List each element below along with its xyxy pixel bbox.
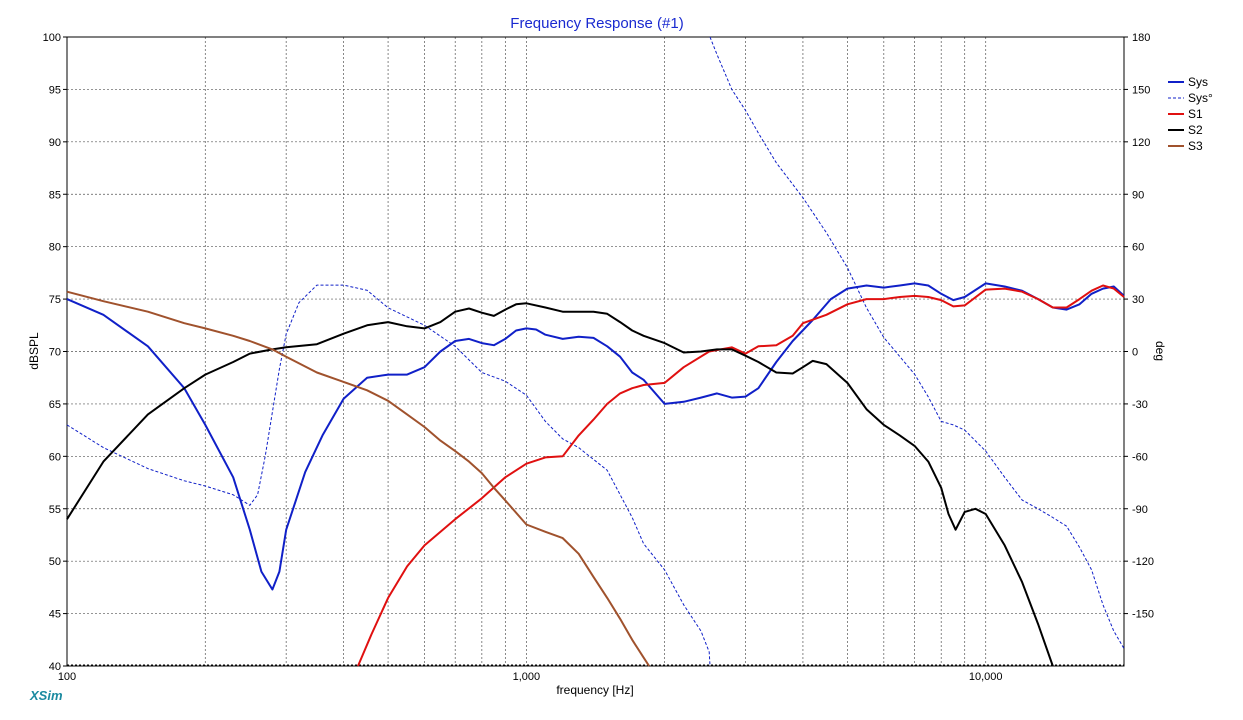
xsim-logo: XSim	[29, 688, 63, 703]
legend-label-2: S1	[1188, 107, 1203, 121]
y-tick-label-10: 90	[49, 137, 61, 149]
y-tick-label-3: 55	[49, 504, 61, 516]
x-axis-ticks: 100 1,000 10,000	[58, 671, 1003, 683]
y2-tick-label-7: 60	[1132, 242, 1144, 254]
y2-tick-label-8: 90	[1132, 189, 1144, 201]
legend-label-4: S3	[1188, 139, 1203, 153]
y-tick-label-7: 75	[49, 294, 61, 306]
series-line-1	[66, 36, 1125, 667]
x-axis-label: frequency [Hz]	[556, 683, 633, 697]
y-axis-ticks: 40 45 50 55 60 65 70 75 80 85 90 95 100	[43, 32, 67, 673]
series-line-3	[66, 302, 1054, 667]
y2-tick-label-11: 180	[1132, 32, 1150, 44]
series-line-0	[66, 282, 1125, 591]
y2-axis-ticks: -150 -120 -90 -60 -30 0 30 60 90 120 150 180	[1124, 32, 1154, 621]
y2-tick-label-0: -150	[1132, 609, 1154, 621]
y-tick-label-4: 60	[49, 451, 61, 463]
y-tick-label-6: 70	[49, 347, 61, 359]
y-tick-label-11: 95	[49, 84, 61, 96]
legend-label-1: Sys°	[1188, 91, 1213, 105]
chart-title: Frequency Response (#1)	[510, 15, 683, 32]
y-tick-label-5: 65	[49, 399, 61, 411]
y2-tick-label-2: -90	[1132, 504, 1148, 516]
grid	[67, 37, 1124, 666]
y2-tick-label-6: 30	[1132, 294, 1144, 306]
y-tick-label-8: 80	[49, 242, 61, 254]
x-tick-label-0: 100	[58, 671, 76, 683]
y-tick-label-12: 100	[43, 32, 61, 44]
y-tick-label-9: 85	[49, 189, 61, 201]
legend: Sys Sys° S1 S2 S3	[1168, 75, 1213, 153]
y2-tick-label-10: 150	[1132, 84, 1150, 96]
y-axis-label: dBSPL	[27, 332, 41, 370]
y-tick-label-2: 50	[49, 556, 61, 568]
y2-tick-label-4: -30	[1132, 399, 1148, 411]
y2-tick-label-5: 0	[1132, 347, 1138, 359]
series-line-2	[357, 284, 1125, 667]
y2-tick-label-9: 120	[1132, 137, 1150, 149]
x-tick-label-2: 10,000	[969, 671, 1003, 683]
legend-label-3: S2	[1188, 123, 1203, 137]
y-tick-label-1: 45	[49, 609, 61, 621]
series-group	[66, 36, 1125, 667]
y2-axis-label: deg	[1153, 341, 1167, 361]
y-tick-label-0: 40	[49, 661, 61, 673]
legend-label-0: Sys	[1188, 75, 1208, 89]
y2-tick-label-3: -60	[1132, 451, 1148, 463]
x-tick-label-1: 1,000	[513, 671, 541, 683]
y2-tick-label-1: -120	[1132, 556, 1154, 568]
series-line-4	[66, 290, 650, 667]
